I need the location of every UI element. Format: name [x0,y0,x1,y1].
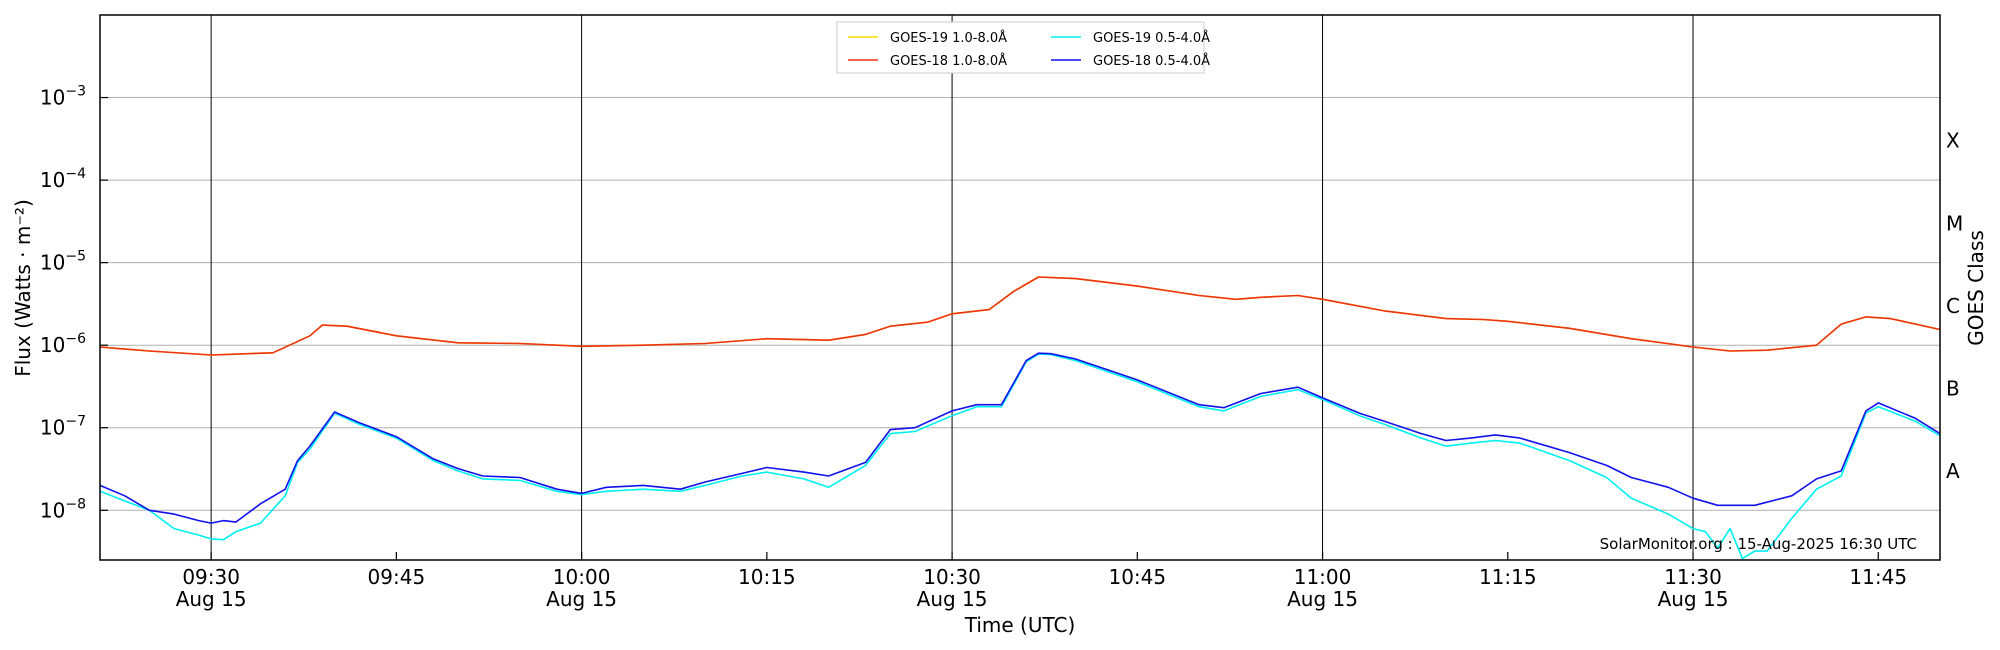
goes-class-label: A [1946,459,1960,483]
x-tick-label: 10:30 [923,565,981,589]
y-tick-label: 10−6 [40,331,86,357]
x-tick-label: 11:15 [1479,565,1537,589]
x-tick-date-label: Aug 15 [176,587,247,611]
y-tick-label: 10−3 [40,84,86,110]
goes-class-label: B [1946,376,1960,400]
x-tick-date-label: Aug 15 [917,587,988,611]
y-tick-label: 10−4 [40,166,86,192]
x-tick-label: 11:45 [1849,565,1907,589]
y-tick-label: 10−5 [40,249,86,275]
x-tick-label: 11:30 [1664,565,1722,589]
legend-frame [836,21,1205,74]
x-tick-label: 11:00 [1294,565,1352,589]
x-tick-date-label: Aug 15 [1287,587,1358,611]
plot-frame [99,14,1941,561]
series-layer [99,276,1941,560]
y-tick-label: 10−7 [40,414,86,440]
legend-label: GOES-18 0.5-4.0Å [1093,53,1210,69]
credit-annotation: SolarMonitor.org : 15-Aug-2025 16:30 UTC [1600,535,1917,553]
legend-label: GOES-18 1.0-8.0Å [890,53,1007,69]
goes-class-label: M [1946,211,1963,235]
y-axis-right-title: GOES Class [1964,230,1988,346]
x-tick-label: 10:45 [1108,565,1166,589]
series-line-3 [99,352,1941,524]
y-axis-title: Flux (Watts · m⁻²) [11,199,35,377]
x-tick-date-label: Aug 15 [1658,587,1729,611]
x-axis-title: Time (UTC) [964,613,1076,637]
x-tick-label: 09:45 [368,565,426,589]
x-tick-label: 10:00 [553,565,611,589]
series-line-1 [99,276,1941,356]
legend: GOES-19 1.0-8.0Å GOES-18 1.0-8.0Å GOES-19 … [836,21,1210,74]
x-tick-date-label: Aug 15 [546,587,617,611]
y-tick-label: 10−8 [40,496,86,522]
goes-class-label: C [1946,294,1960,318]
grid-layer [100,15,1940,560]
x-tick-label: 10:15 [738,565,796,589]
legend-label: GOES-19 0.5-4.0Å [1093,30,1210,46]
x-tick-label: 09:30 [182,565,240,589]
legend-label: GOES-19 1.0-8.0Å [890,30,1007,46]
goes-class-label: X [1946,129,1960,153]
